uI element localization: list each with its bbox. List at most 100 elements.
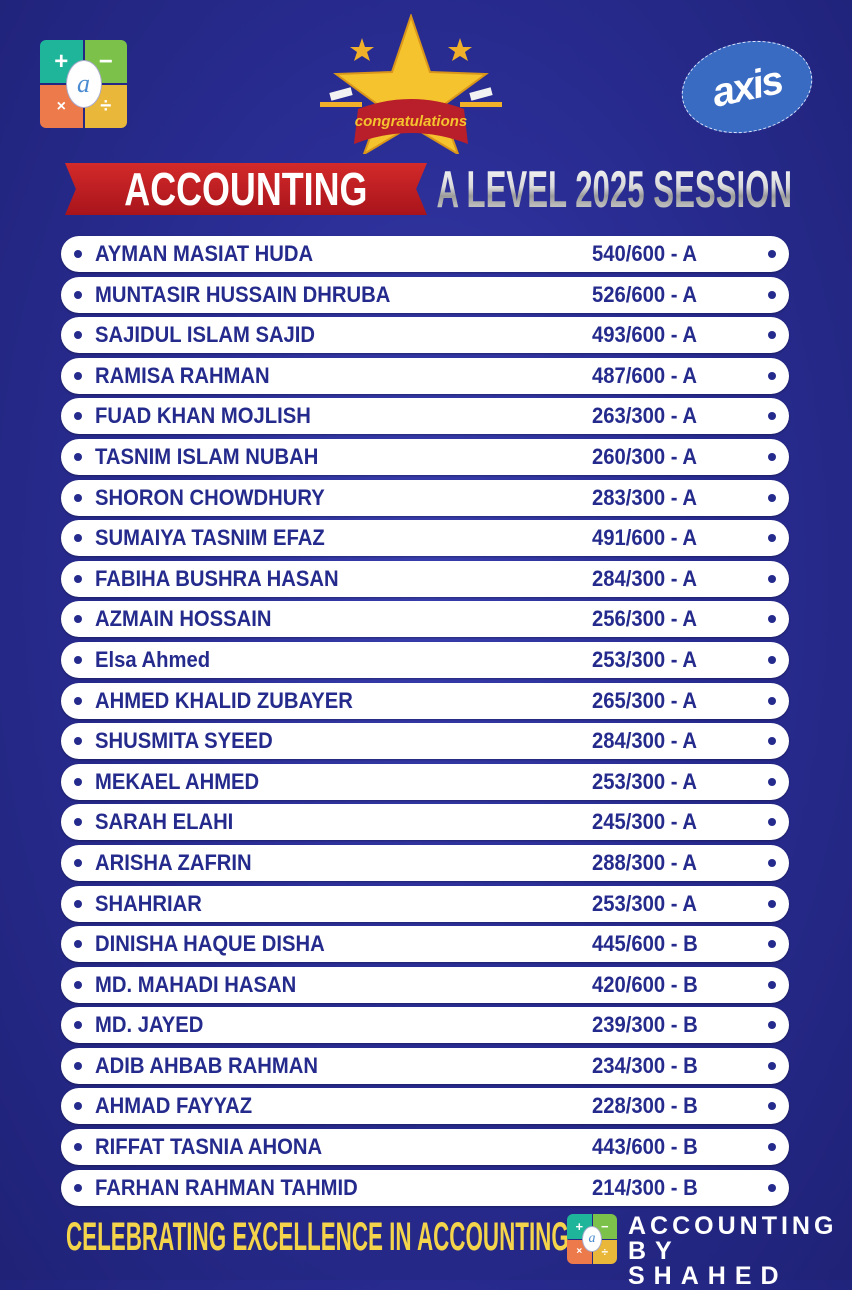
student-name: TASNIM ISLAM NUBAH xyxy=(95,443,319,469)
bullet-icon xyxy=(768,452,776,461)
student-name: MEKAEL AHMED xyxy=(95,768,260,794)
axis-logo: axis xyxy=(673,29,821,145)
student-score: 445/600 - B xyxy=(592,931,698,957)
session-title: A LEVEL 2025 SESSION xyxy=(436,161,792,219)
result-row: MUNTASIR HUSSAIN DHRUBA 526/600 - A xyxy=(61,276,789,313)
calculator-logo: + − × ÷ a xyxy=(40,40,127,128)
bullet-icon xyxy=(768,371,776,380)
student-name: AZMAIN HOSSAIN xyxy=(95,606,272,632)
bullet-icon xyxy=(74,452,82,461)
result-row: Elsa Ahmed 253/300 - A xyxy=(61,641,789,678)
student-name: SHAHRIAR xyxy=(95,890,202,916)
bullet-icon xyxy=(74,777,82,786)
student-name: SHUSMITA SYEED xyxy=(95,728,273,754)
student-score: 256/300 - A xyxy=(592,606,698,632)
session-title-wrap: A LEVEL 2025 SESSION xyxy=(436,160,792,220)
bullet-icon xyxy=(74,1102,82,1111)
bullet-icon xyxy=(74,737,82,746)
bullet-icon xyxy=(768,818,776,827)
result-row: RAMISA RAHMAN 487/600 - A xyxy=(61,357,789,394)
student-name: AYMAN MASIAT HUDA xyxy=(95,241,314,266)
result-row: FABIHA BUSHRA HASAN 284/300 - A xyxy=(61,560,789,597)
bullet-icon xyxy=(74,696,82,705)
student-score: 245/300 - A xyxy=(592,809,698,835)
bullet-icon xyxy=(74,1143,82,1152)
logo-letter: a xyxy=(582,1226,602,1252)
student-score: 540/600 - A xyxy=(592,241,698,266)
student-name: ADIB AHBAB RAHMAN xyxy=(95,1052,318,1078)
student-score: 260/300 - A xyxy=(592,443,698,469)
student-score: 526/600 - A xyxy=(592,281,698,307)
bullet-icon xyxy=(74,493,82,502)
result-row: SUMAIYA TASNIM EFAZ 491/600 - A xyxy=(61,520,789,557)
small-star-icon xyxy=(448,38,472,61)
student-score: 214/300 - B xyxy=(592,1174,698,1200)
bullet-icon xyxy=(74,615,82,624)
result-row: AZMAIN HOSSAIN 256/300 - A xyxy=(61,601,789,638)
student-name: ARISHA ZAFRIN xyxy=(95,849,252,875)
result-row: ADIB AHBAB RAHMAN 234/300 - B xyxy=(61,1047,789,1084)
subject-banner: ACCOUNTING xyxy=(65,163,427,215)
student-score: 284/300 - A xyxy=(592,565,698,591)
student-name: SARAH ELAHI xyxy=(95,809,234,835)
bullet-icon xyxy=(768,940,776,949)
brand-line1: ACCOUNTING xyxy=(628,1212,838,1240)
student-score: 253/300 - A xyxy=(592,890,698,916)
bullet-icon xyxy=(768,696,776,705)
result-row: SHORON CHOWDHURY 283/300 - A xyxy=(61,479,789,516)
bullet-icon xyxy=(768,737,776,746)
result-row: SAJIDUL ISLAM SAJID 493/600 - A xyxy=(61,317,789,354)
bullet-icon xyxy=(768,534,776,543)
bullet-icon xyxy=(74,858,82,867)
result-row: ARISHA ZAFRIN 288/300 - A xyxy=(61,844,789,881)
student-score: 491/600 - A xyxy=(592,525,698,551)
bullet-icon xyxy=(74,1061,82,1070)
result-row: TASNIM ISLAM NUBAH 260/300 - A xyxy=(61,438,789,475)
small-star-icon xyxy=(350,38,374,61)
bullet-icon xyxy=(74,331,82,340)
student-score: 234/300 - B xyxy=(592,1052,698,1078)
bullet-icon xyxy=(768,777,776,786)
student-name: MD. MAHADI HASAN xyxy=(95,971,297,997)
footer-tagline-wrap: CELEBRATING EXCELLENCE IN ACCOUNTING xyxy=(66,1214,569,1260)
bullet-icon xyxy=(74,655,82,664)
student-name: SUMAIYA TASNIM EFAZ xyxy=(95,525,325,551)
star-congratulations-badge: congratulations xyxy=(318,12,504,157)
student-score: 265/300 - A xyxy=(592,687,698,713)
result-row: AHMED KHALID ZUBAYER 265/300 - A xyxy=(61,682,789,719)
footer-tagline: CELEBRATING EXCELLENCE IN ACCOUNTING xyxy=(66,1214,569,1259)
bullet-icon xyxy=(74,534,82,543)
bullet-icon xyxy=(768,412,776,421)
bullet-icon xyxy=(768,1183,776,1192)
student-name: FABIHA BUSHRA HASAN xyxy=(95,565,339,591)
result-row: FUAD KHAN MOJLISH 263/300 - A xyxy=(61,398,789,435)
result-row: FARHAN RAHMAN TAHMID 214/300 - B xyxy=(61,1169,789,1206)
student-name: AHMAD FAYYAZ xyxy=(95,1093,253,1119)
footer-calculator-logo: + − × ÷ a xyxy=(567,1214,617,1264)
bullet-icon xyxy=(74,371,82,380)
result-row: AYMAN MASIAT HUDA 540/600 - A xyxy=(61,236,789,272)
student-score: 493/600 - A xyxy=(592,322,698,348)
bullet-icon xyxy=(74,940,82,949)
student-name: DINISHA HAQUE DISHA xyxy=(95,931,325,957)
student-name: RIFFAT TASNIA AHONA xyxy=(95,1134,323,1160)
result-row: MD. JAYED 239/300 - B xyxy=(61,1007,789,1044)
student-name: Elsa Ahmed xyxy=(95,646,211,672)
bullet-icon xyxy=(768,331,776,340)
student-score: 487/600 - A xyxy=(592,362,698,388)
student-score: 253/300 - A xyxy=(592,768,698,794)
bullet-icon xyxy=(768,615,776,624)
student-name: RAMISA RAHMAN xyxy=(95,362,270,388)
student-score: 228/300 - B xyxy=(592,1093,698,1119)
student-score: 420/600 - B xyxy=(592,971,698,997)
student-name: FARHAN RAHMAN TAHMID xyxy=(95,1174,358,1200)
result-row: MEKAEL AHMED 253/300 - A xyxy=(61,763,789,800)
student-score: 284/300 - A xyxy=(592,728,698,754)
brand-name: ACCOUNTING BY SHAHED xyxy=(628,1214,852,1289)
bullet-icon xyxy=(74,1183,82,1192)
student-score: 263/300 - A xyxy=(592,403,698,429)
result-row: SARAH ELAHI 245/300 - A xyxy=(61,804,789,841)
bullet-icon xyxy=(768,574,776,583)
bullet-icon xyxy=(768,1143,776,1152)
brand-line2: BY SHAHED xyxy=(628,1237,788,1290)
